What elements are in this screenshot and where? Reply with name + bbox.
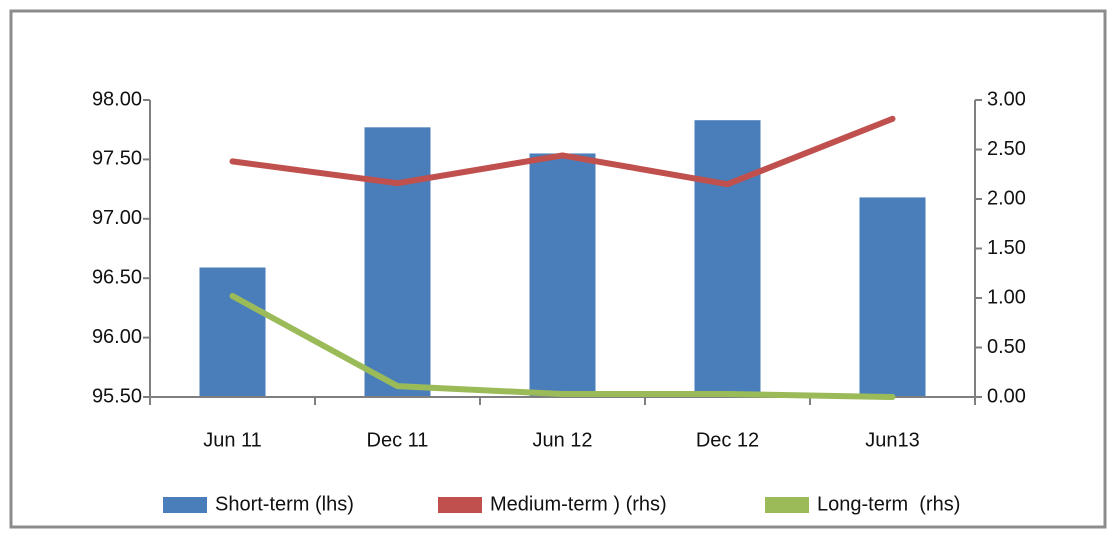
y-tick-label: 96.50 [92, 266, 142, 288]
y2-tick-label: 1.50 [987, 237, 1026, 259]
y2-tick-label: 2.00 [987, 187, 1026, 209]
legend-swatch [765, 497, 809, 513]
legend-swatch [163, 497, 207, 513]
x-tick-label: Jun 11 [203, 429, 262, 451]
y2-tick-label: 3.00 [987, 88, 1026, 110]
x-tick-label: Jun13 [865, 429, 920, 451]
line [229, 293, 896, 400]
y-tick-label: 97.50 [92, 148, 142, 170]
line [229, 115, 896, 188]
bar [364, 127, 431, 397]
x-tick-label: Jun 12 [532, 429, 592, 451]
y-tick-label: 97.00 [92, 207, 142, 229]
x-tick-label: Dec 11 [367, 429, 429, 451]
legend-label: Long-term (rhs) [817, 493, 960, 515]
bar [199, 267, 266, 397]
x-tick-label: Dec 12 [696, 429, 759, 451]
y-tick-label: 98.00 [92, 88, 142, 110]
bar [529, 153, 596, 397]
y-tick-label: 96.00 [92, 326, 142, 348]
bar [859, 197, 926, 397]
bar [694, 120, 761, 398]
y-tick-label: 95.50 [92, 385, 142, 407]
legend-label: Short-term (lhs) [215, 493, 354, 515]
legend-swatch [438, 497, 482, 513]
y2-tick-label: 2.50 [987, 138, 1026, 160]
y2-tick-label: 0.00 [987, 385, 1026, 407]
y2-tick-label: 1.00 [987, 286, 1026, 308]
y2-tick-label: 0.50 [987, 336, 1026, 358]
legend-label: Medium-term ) (rhs) [490, 493, 667, 515]
